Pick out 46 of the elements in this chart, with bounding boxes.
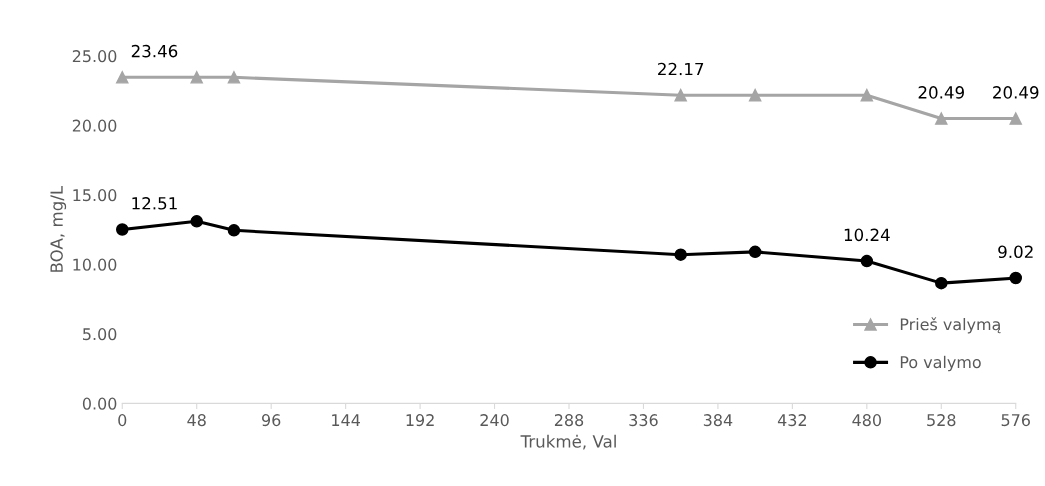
point — [1009, 112, 1022, 125]
point — [190, 71, 203, 84]
x-tick-label: 528 — [927, 414, 956, 427]
point — [227, 224, 241, 237]
x-tick-label: 288 — [554, 414, 584, 427]
point — [935, 112, 948, 125]
y-tick-label: 0.00 — [82, 397, 117, 410]
y-axis-title: BOA, mg/L — [50, 185, 67, 272]
point — [116, 71, 129, 84]
y-tick-label: 20.00 — [72, 119, 117, 132]
x-tick-label: 480 — [852, 414, 882, 427]
y-tick-label: 15.00 — [73, 189, 117, 202]
point — [1009, 271, 1022, 285]
x-tick-label: 336 — [629, 414, 658, 427]
data-label: 20.49 — [993, 86, 1039, 99]
point — [674, 88, 687, 102]
point — [935, 276, 948, 290]
x-tick-label: 192 — [406, 414, 434, 427]
legend-label: Prieš valymą — [900, 317, 1001, 334]
data-label: 23.46 — [131, 44, 178, 58]
data-label: 12.51 — [132, 196, 177, 210]
x-tick-label: 48 — [187, 414, 206, 427]
x-tick-label: 0 — [118, 414, 127, 427]
point — [860, 88, 874, 102]
x-axis-title: Trukmė, Val — [520, 434, 616, 450]
x-tick-label: 144 — [332, 414, 360, 426]
point — [748, 245, 762, 259]
data-label: 9.02 — [998, 245, 1033, 259]
x-tick-label: 432 — [777, 414, 807, 427]
x-tick-label: 240 — [480, 414, 509, 427]
point — [674, 248, 687, 261]
point — [227, 71, 241, 84]
data-label: 22.17 — [658, 62, 704, 76]
x-tick-label: 96 — [262, 414, 281, 427]
x-tick-label: 384 — [703, 414, 733, 427]
x-tick-label: 576 — [1001, 414, 1030, 427]
data-label: 20.49 — [918, 86, 964, 99]
y-tick-label: 5.00 — [83, 328, 117, 341]
point — [116, 223, 129, 236]
y-tick-label: 10.00 — [73, 258, 117, 271]
y-tick-label: 25.00 — [72, 50, 117, 63]
point — [748, 88, 762, 102]
data-label: 10.24 — [844, 228, 890, 242]
point — [190, 215, 203, 228]
legend-label: Po valymo — [900, 355, 981, 372]
point — [860, 254, 874, 268]
